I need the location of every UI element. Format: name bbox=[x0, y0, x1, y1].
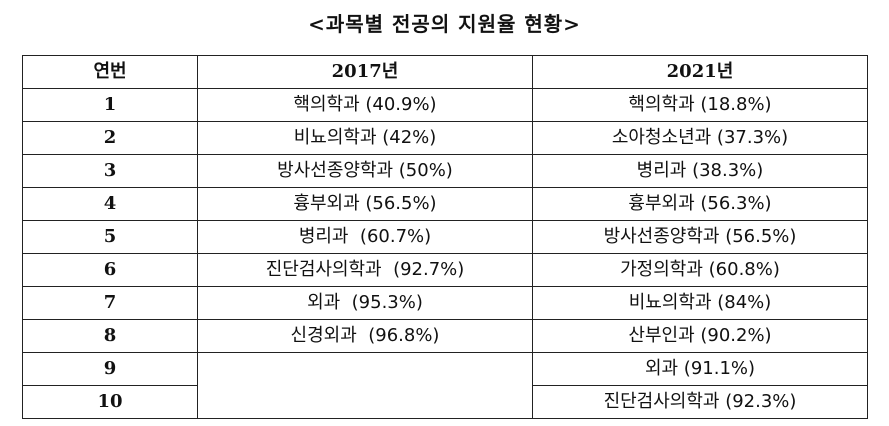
dept-2021-cell: 산부인과 (90.2%) bbox=[532, 319, 868, 353]
rank-cell: 7 bbox=[22, 286, 198, 320]
rank-cell: 5 bbox=[22, 220, 198, 254]
dept-2017-cell: 핵의학과 (40.9%) bbox=[197, 88, 533, 122]
dept-2017-cell: 비뇨의학과 (42%) bbox=[197, 121, 533, 155]
table-row: 7 외과 (95.3%) 비뇨의학과 (84%) bbox=[22, 286, 868, 320]
dept-2021-cell: 소아청소년과 (37.3%) bbox=[532, 121, 868, 155]
rank-cell: 6 bbox=[22, 253, 198, 287]
table-row: 3 방사선종양학과 (50%) 병리과 (38.3%) bbox=[22, 154, 868, 188]
table-row: 9 외과 (91.1%) bbox=[22, 352, 868, 419]
dept-2021-cell: 핵의학과 (18.8%) bbox=[532, 88, 868, 122]
header-2021: 2021년 bbox=[532, 55, 868, 89]
empty-2017-cell bbox=[197, 352, 533, 419]
dept-2021-cell: 흉부외과 (56.3%) bbox=[532, 187, 868, 221]
application-rate-table: 연번 2017년 2021년 1 핵의학과 (40.9%) 핵의학과 (18.8… bbox=[22, 55, 868, 419]
table-row: 2 비뇨의학과 (42%) 소아청소년과 (37.3%) bbox=[22, 121, 868, 155]
dept-2017-cell: 흉부외과 (56.5%) bbox=[197, 187, 533, 221]
dept-2021-cell: 비뇨의학과 (84%) bbox=[532, 286, 868, 320]
table-row: 4 흉부외과 (56.5%) 흉부외과 (56.3%) bbox=[22, 187, 868, 221]
dept-2021-cell: 가정의학과 (60.8%) bbox=[532, 253, 868, 287]
dept-2021-cell: 방사선종양학과 (56.5%) bbox=[532, 220, 868, 254]
rank-cell: 8 bbox=[22, 319, 198, 353]
table-row: 6 진단검사의학과 (92.7%) 가정의학과 (60.8%) bbox=[22, 253, 868, 287]
dept-2017-cell: 병리과 (60.7%) bbox=[197, 220, 533, 254]
dept-2017-cell: 방사선종양학과 (50%) bbox=[197, 154, 533, 188]
rank-cell: 3 bbox=[22, 154, 198, 188]
rank-cell: 1 bbox=[22, 88, 198, 122]
rank-cell: 2 bbox=[22, 121, 198, 155]
page-title: <과목별 전공의 지원율 현황> bbox=[308, 12, 581, 36]
dept-2021-cell: 외과 (91.1%) bbox=[532, 352, 868, 386]
table-row: 8 신경외과 (96.8%) 산부인과 (90.2%) bbox=[22, 319, 868, 353]
table-header-row: 연번 2017년 2021년 bbox=[22, 55, 868, 89]
dept-2021-cell: 진단검사의학과 (92.3%) bbox=[532, 385, 868, 419]
rank-cell: 9 bbox=[22, 352, 198, 386]
dept-2017-cell: 진단검사의학과 (92.7%) bbox=[197, 253, 533, 287]
header-rank: 연번 bbox=[22, 55, 198, 89]
header-2017: 2017년 bbox=[197, 55, 533, 89]
table-row: 5 병리과 (60.7%) 방사선종양학과 (56.5%) bbox=[22, 220, 868, 254]
rank-cell: 4 bbox=[22, 187, 198, 221]
dept-2021-cell: 병리과 (38.3%) bbox=[532, 154, 868, 188]
table-row: 1 핵의학과 (40.9%) 핵의학과 (18.8%) bbox=[22, 88, 868, 122]
rank-cell: 10 bbox=[22, 385, 198, 419]
dept-2017-cell: 외과 (95.3%) bbox=[197, 286, 533, 320]
table-row: 10 진단검사의학과 (92.3%) bbox=[22, 385, 868, 419]
dept-2017-cell: 신경외과 (96.8%) bbox=[197, 319, 533, 353]
